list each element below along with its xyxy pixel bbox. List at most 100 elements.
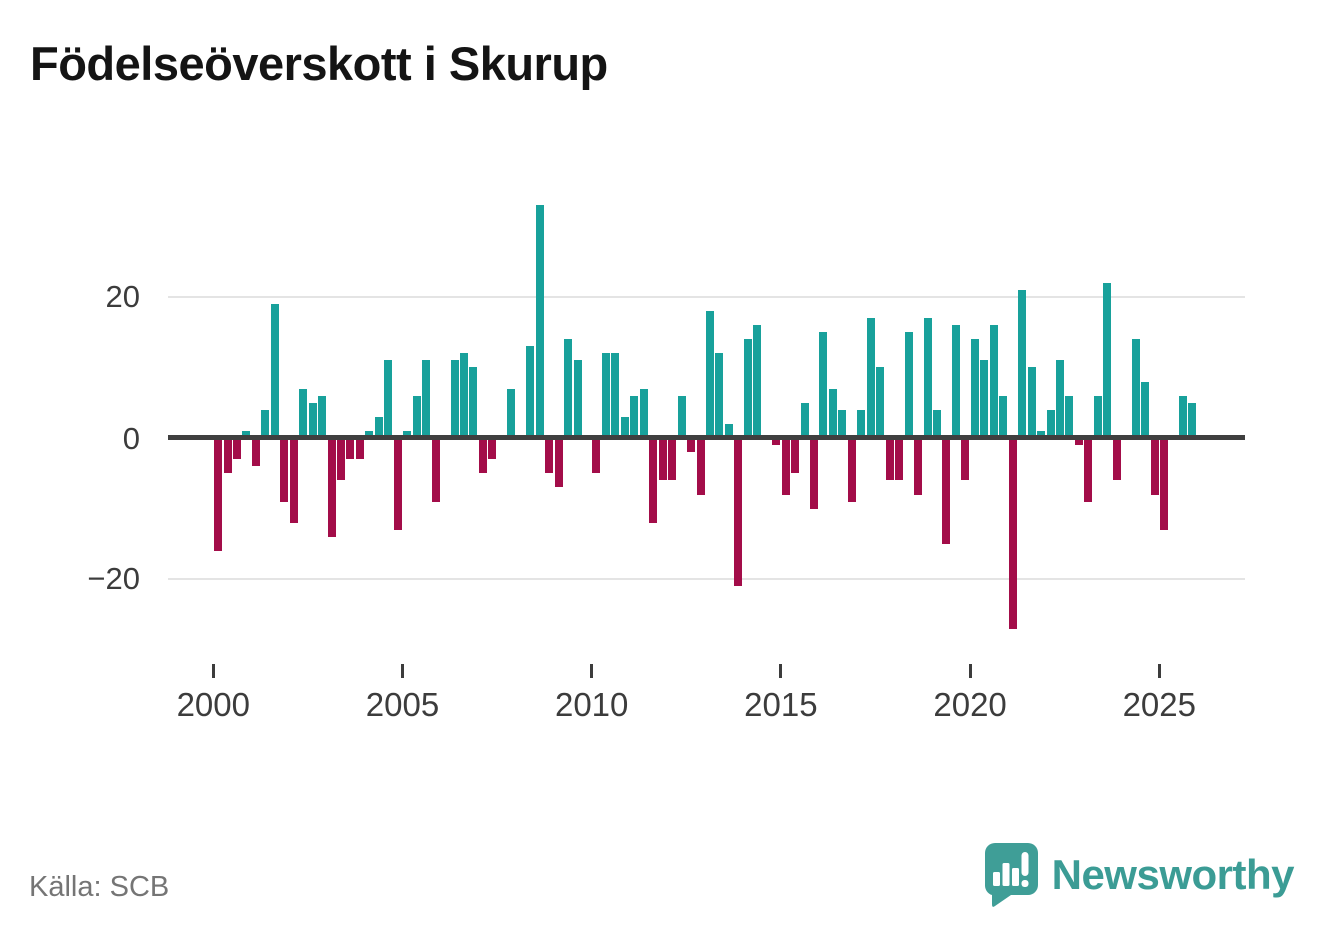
chart-bar (1037, 430, 1045, 438)
x-axis-label-2010: 2010 (554, 686, 629, 723)
chart-bar (393, 438, 402, 530)
chart-bar (649, 438, 658, 523)
chart-bar (507, 388, 516, 438)
x-axis-tick (968, 664, 972, 678)
chart-bar (933, 409, 941, 439)
x-axis-tick (1157, 664, 1161, 678)
y-axis-label-minus-20: −20 (87, 561, 140, 596)
chart-bar (791, 438, 800, 474)
chart-bar (1150, 438, 1159, 495)
chart-bar (554, 438, 563, 488)
gridline-plus-20 (168, 296, 1245, 298)
chart-bar (715, 353, 724, 439)
chart-bar (478, 438, 487, 474)
chart-bar (914, 438, 922, 495)
chart-bar (526, 346, 535, 438)
chart-bar (232, 438, 241, 460)
chart-bar (261, 409, 270, 439)
x-axis-tick (590, 664, 594, 678)
chart-bar (876, 367, 885, 438)
chart-bar (251, 438, 260, 467)
zero-baseline (168, 435, 1245, 440)
chart-bar (355, 438, 364, 460)
chart-bar (403, 430, 412, 438)
chart-bar (337, 438, 345, 481)
newsworthy-logo-link[interactable]: Newsworthy (984, 843, 1295, 907)
chart-bar (819, 332, 828, 438)
chart-bar (980, 360, 989, 438)
chart-bar (1084, 438, 1093, 502)
chart-bar (800, 402, 809, 438)
chart-bar (1141, 381, 1150, 438)
chart-bar (318, 395, 327, 438)
chart-bar (412, 395, 421, 438)
chart-bar (743, 339, 752, 438)
chart-bar (639, 388, 648, 438)
chart-bar (545, 438, 554, 474)
chart-bar (630, 395, 639, 438)
chart-bar (753, 325, 762, 438)
chart-bar (705, 310, 714, 438)
chart-bar (1188, 402, 1197, 438)
chart-bar (280, 438, 289, 502)
chart-bar (961, 438, 970, 481)
chart-bar (857, 409, 866, 439)
chart-bar (488, 438, 497, 460)
chart-bar (1046, 409, 1055, 439)
chart-bar (601, 353, 610, 439)
chart-bar (1112, 438, 1121, 481)
source-attribution: Källa: SCB (29, 871, 170, 903)
chart-bar (885, 438, 894, 481)
chart-bar (469, 367, 478, 438)
chart-bar (668, 438, 677, 481)
x-axis-tick (401, 664, 404, 678)
chart-bar (942, 438, 951, 544)
chart-bar (828, 388, 837, 438)
x-axis-label-2015: 2015 (744, 686, 818, 723)
chart-bar (431, 438, 440, 502)
chart-bar (904, 332, 913, 438)
chart-bar (573, 360, 582, 438)
x-axis-label-2005: 2005 (365, 686, 440, 723)
chart-bar (1131, 339, 1140, 438)
brand-name: Newsworthy (1051, 851, 1295, 898)
y-axis-label-0: 0 (122, 421, 140, 456)
chart-bar (308, 402, 317, 438)
chart-bar (450, 360, 459, 438)
chart-bar (923, 317, 932, 438)
chart-bar (422, 360, 431, 438)
x-axis-label-2020: 2020 (933, 686, 1007, 723)
chart-bar (989, 325, 998, 438)
chart-bar (620, 416, 629, 438)
chart-bar (999, 395, 1008, 438)
chart-bar (687, 438, 695, 453)
chart-bar (1008, 438, 1017, 629)
chart-bar (327, 438, 336, 537)
chart-bar (696, 438, 705, 495)
chart-bar (838, 409, 847, 439)
chart-bar (970, 339, 979, 438)
x-axis-tick (211, 664, 215, 678)
chart-bar (289, 438, 298, 523)
chart-bar (384, 360, 393, 438)
chart-title: Födelseöverskott i Skurup (30, 37, 608, 90)
chart-bar (214, 438, 222, 551)
chart-bar (724, 423, 733, 438)
chart-bar (734, 438, 743, 587)
chart-bar (810, 438, 818, 509)
chart-bar (299, 388, 308, 438)
chart-bar (270, 303, 279, 438)
chart-bar (1074, 438, 1083, 446)
chart-bar (677, 395, 686, 438)
chart-bar (866, 317, 875, 438)
x-axis-label-2000: 2000 (176, 686, 250, 723)
gridline-minus-20 (168, 578, 1245, 580)
chart-bar (658, 438, 667, 481)
chart-bar (1103, 282, 1112, 438)
speech-bubble-bar-chart-icon (984, 843, 1038, 907)
chart-bar (1018, 289, 1027, 438)
chart-bar (772, 438, 781, 446)
chart-bar (346, 438, 355, 460)
chart-bar (1027, 367, 1036, 438)
chart-bar (535, 204, 544, 438)
